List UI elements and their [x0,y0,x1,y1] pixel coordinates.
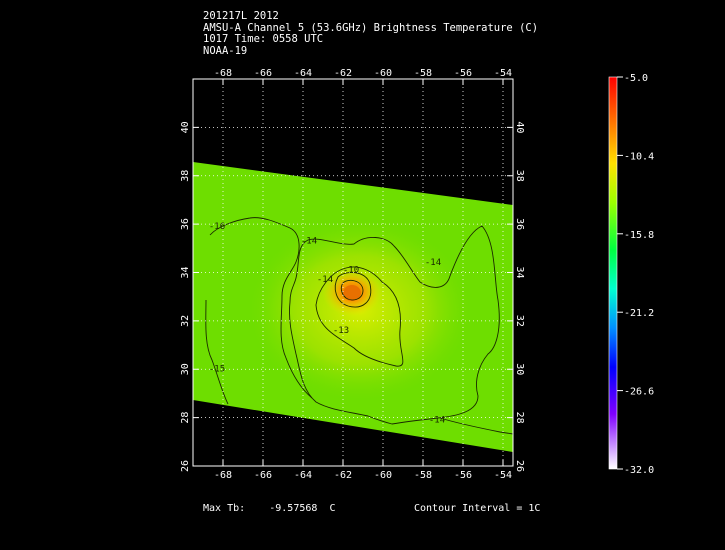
colorbar-label: -32.0 [624,465,654,476]
contour-label: -16 [209,222,225,232]
longitude-axis-top: -68 -66 -64 -62 -60 -58 -56 -54 [214,68,512,85]
contour-label: -14 [317,275,333,285]
contour-label: -14 [429,415,445,425]
lon-label-bottom: -56 [454,470,472,481]
colorbar-label: -10.4 [624,151,654,162]
obs-time: 1017 Time: 0558 UTC [203,33,324,45]
colorbar [608,76,618,470]
product-title: AMSU-A Channel 5 (53.6GHz) Brightness Te… [203,21,539,34]
contour-label: -14 [301,236,317,246]
contour-label: -15 [209,365,225,375]
latitude-axis-left: 26 28 30 32 34 36 38 40 [180,121,199,472]
contour-interval: Contour Interval = 1C [414,503,541,514]
lon-label-bottom: -54 [494,470,512,481]
lat-label-left: 26 [180,460,191,472]
lat-label-left: 36 [180,218,191,230]
lat-label-right: 26 [514,460,525,472]
contour-labels: -14 -14 -16 -14 -13 -15 -14 -10 [209,222,445,426]
lon-label-top: -62 [334,68,352,79]
colorbar-label: -15.8 [624,230,654,241]
lon-label-top: -66 [254,68,272,79]
max-tb-readout: Max Tb: -9.57568 C [203,503,336,514]
colorbar-ticks: -5.0 -10.4 -15.8 -21.2 -26.6 -32.0 [617,73,654,476]
longitude-axis-bottom: -68 -66 -64 -62 -60 -58 -56 -54 [214,460,512,481]
lat-label-right: 32 [514,315,525,327]
max-tb-unit: C [329,503,336,514]
lon-label-top: -60 [374,68,392,79]
lon-label-top: -54 [494,68,512,79]
contour-label: -13 [333,326,349,336]
lat-label-left: 40 [180,121,191,133]
lon-label-top: -64 [294,68,312,79]
colorbar-label: -5.0 [624,73,648,84]
max-tb-label: Max Tb: [203,503,246,514]
colorbar-label: -21.2 [624,308,654,319]
lat-label-left: 34 [180,266,191,278]
lat-label-right: 28 [514,412,525,424]
lon-label-bottom: -60 [374,470,392,481]
lat-label-left: 30 [180,363,191,375]
lat-lon-grid [193,79,513,467]
lat-label-right: 38 [514,170,525,182]
contour-label: -10 [343,266,359,276]
lon-label-top: -58 [414,68,432,79]
lon-label-top: -68 [214,68,232,79]
lon-label-bottom: -68 [214,470,232,481]
lat-label-right: 30 [514,363,525,375]
lat-label-right: 36 [514,218,525,230]
lat-label-left: 38 [180,170,191,182]
lat-label-left: 28 [180,412,191,424]
max-tb-value: -9.57568 [269,503,318,514]
latitude-axis-right: 26 28 30 32 34 36 38 40 [507,121,525,472]
colorbar-label: -26.6 [624,387,654,398]
lon-label-top: -56 [454,68,472,79]
lon-label-bottom: -58 [414,470,432,481]
contour-lines [205,217,514,435]
contour-label: -14 [425,258,441,268]
lat-label-left: 32 [180,315,191,327]
lat-label-right: 34 [514,266,525,278]
lon-label-bottom: -62 [334,470,352,481]
lon-label-bottom: -64 [294,470,312,481]
satellite-name: NOAA-19 [203,44,248,57]
storm-id-year: 201217L 2012 [203,10,279,22]
lon-label-bottom: -66 [254,470,272,481]
lat-label-right: 40 [514,121,525,133]
plot-header: 201217L 2012 AMSU-A Channel 5 (53.6GHz) B… [203,10,539,57]
